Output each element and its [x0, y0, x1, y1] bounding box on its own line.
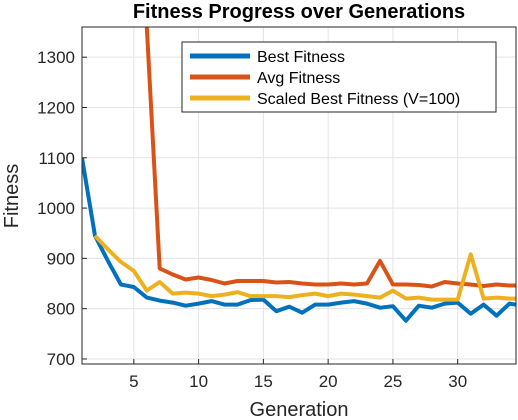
chart-title: Fitness Progress over Generations — [133, 1, 465, 23]
x-tick-label: 10 — [189, 372, 208, 391]
legend: Best Fitness Avg Fitness Scaled Best Fitne… — [181, 41, 497, 113]
series-lines — [82, 27, 516, 323]
series-line-scaled-best-fitness-v-100 — [93, 234, 516, 302]
x-tick-label: 25 — [383, 372, 402, 391]
legend-label-scaled-best-fitness-v-100: Scaled Best Fitness (V=100) — [257, 91, 460, 108]
y-tick-label: 1000 — [37, 199, 75, 218]
y-tick-label: 900 — [47, 249, 75, 268]
y-axis-label: Fitness — [1, 164, 23, 228]
y-tick-label: 800 — [47, 300, 75, 319]
axis-ticks: 5 10 15 20 25 30 700 800 900 1000 1100 1200 1300 — [37, 48, 467, 391]
x-tick-label: 15 — [254, 372, 273, 391]
y-tick-label: 1300 — [37, 48, 75, 67]
y-tick-label: 700 — [47, 350, 75, 369]
legend-label-best-fitness: Best Fitness — [257, 49, 345, 66]
series-line-avg-fitness — [144, 27, 516, 289]
x-tick-label: 20 — [319, 372, 338, 391]
x-tick-label: 5 — [129, 372, 138, 391]
x-tick-label: 30 — [448, 372, 467, 391]
y-tick-label: 1100 — [38, 149, 75, 168]
x-axis-label: Generation — [250, 399, 349, 420]
y-tick-label: 1200 — [37, 98, 75, 117]
plot-frame — [81, 26, 517, 365]
series-line-best-fitness — [82, 157, 516, 323]
legend-label-avg-fitness: Avg Fitness — [257, 70, 340, 87]
